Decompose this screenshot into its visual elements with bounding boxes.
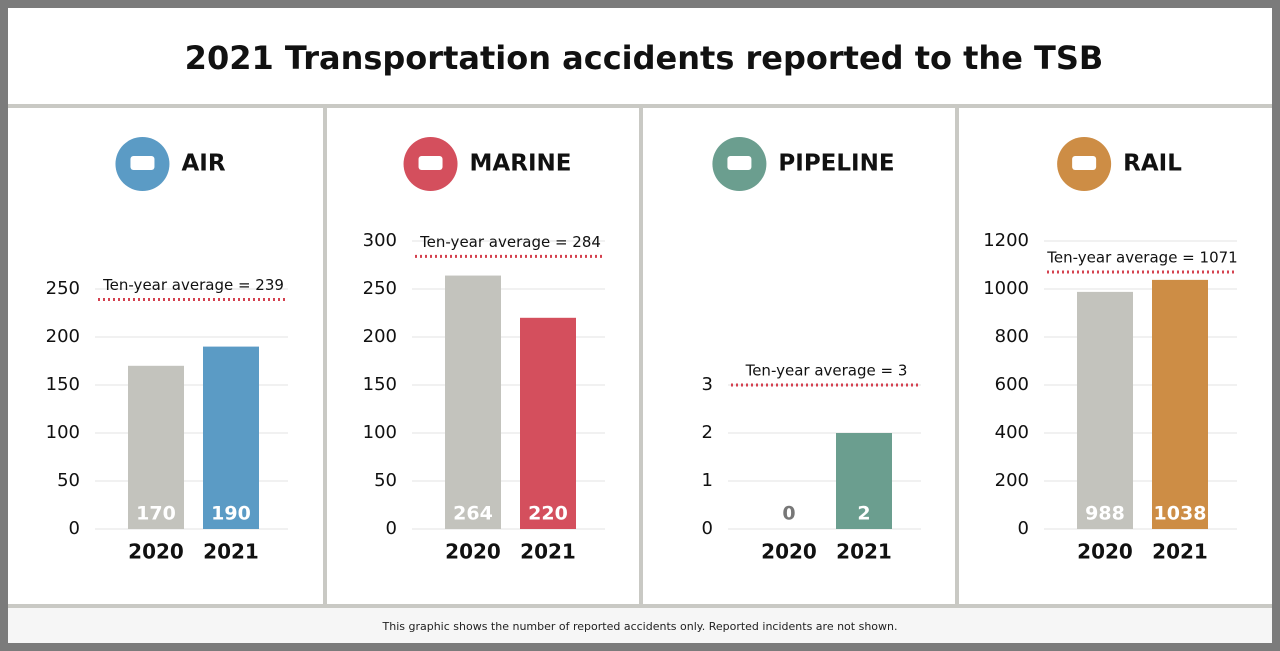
y-tick-label: 1000 <box>983 278 1029 299</box>
x-tick-label: 2020 <box>1077 540 1133 564</box>
x-tick-label: 2020 <box>761 540 817 564</box>
y-tick-label: 250 <box>46 278 80 299</box>
y-tick-label: 0 <box>386 518 397 539</box>
bar <box>1077 291 1133 529</box>
y-tick-label: 150 <box>46 374 80 395</box>
panel-header: MARINE <box>403 137 572 191</box>
average-label: Ten-year average = 239 <box>102 276 284 294</box>
average-label: Ten-year average = 1071 <box>1046 248 1237 266</box>
x-tick-label: 2021 <box>520 540 576 564</box>
footnote: This graphic shows the number of reporte… <box>382 620 898 633</box>
panel-header: RAIL <box>1057 137 1182 191</box>
y-tick-label: 200 <box>46 326 80 347</box>
bar <box>520 317 576 529</box>
x-tick-label: 2021 <box>1152 540 1208 564</box>
y-tick-label: 1200 <box>983 230 1029 251</box>
x-tick-label: 2020 <box>128 540 184 564</box>
panel-title: MARINE <box>470 151 572 177</box>
y-tick-label: 3 <box>702 374 713 395</box>
icon-glyph <box>727 156 752 170</box>
value-label: 264 <box>453 503 493 525</box>
icon-glyph <box>1072 156 1097 170</box>
y-tick-label: 2 <box>702 422 713 443</box>
panel-title: AIR <box>181 151 225 177</box>
value-label: 170 <box>136 503 176 525</box>
value-label: 190 <box>211 503 251 525</box>
page-title: 2021 Transportation accidents reported t… <box>185 39 1104 77</box>
icon-glyph <box>130 156 155 170</box>
y-tick-label: 50 <box>374 470 397 491</box>
average-label: Ten-year average = 284 <box>419 233 601 251</box>
average-label: Ten-year average = 3 <box>745 362 908 380</box>
value-label: 988 <box>1085 503 1125 525</box>
value-label: 1038 <box>1154 503 1207 525</box>
y-tick-label: 200 <box>995 470 1029 491</box>
y-tick-label: 800 <box>995 326 1029 347</box>
y-tick-label: 50 <box>57 470 80 491</box>
y-tick-label: 0 <box>702 518 713 539</box>
panel-title: PIPELINE <box>778 151 894 177</box>
icon-glyph <box>418 156 443 170</box>
y-tick-label: 0 <box>69 518 80 539</box>
y-tick-label: 400 <box>995 422 1029 443</box>
panel-title: RAIL <box>1123 151 1182 177</box>
y-tick-label: 200 <box>363 326 397 347</box>
x-tick-label: 2020 <box>445 540 501 564</box>
y-tick-label: 300 <box>363 230 397 251</box>
panel-header: AIR <box>115 137 226 191</box>
bar <box>445 275 501 529</box>
y-tick-label: 250 <box>363 278 397 299</box>
x-tick-label: 2021 <box>203 540 259 564</box>
y-tick-label: 100 <box>363 422 397 443</box>
y-tick-label: 1 <box>702 470 713 491</box>
bar <box>1152 279 1208 529</box>
bar <box>836 433 892 529</box>
value-label: 0 <box>782 503 795 525</box>
y-tick-label: 100 <box>46 422 80 443</box>
y-tick-label: 600 <box>995 374 1029 395</box>
footer-band <box>8 606 1272 643</box>
y-tick-label: 150 <box>363 374 397 395</box>
bar <box>128 365 184 529</box>
panel-header: PIPELINE <box>712 137 895 191</box>
value-label: 2 <box>857 503 870 525</box>
value-label: 220 <box>528 503 568 525</box>
y-tick-label: 0 <box>1018 518 1029 539</box>
x-tick-label: 2021 <box>836 540 892 564</box>
bar <box>203 346 259 529</box>
